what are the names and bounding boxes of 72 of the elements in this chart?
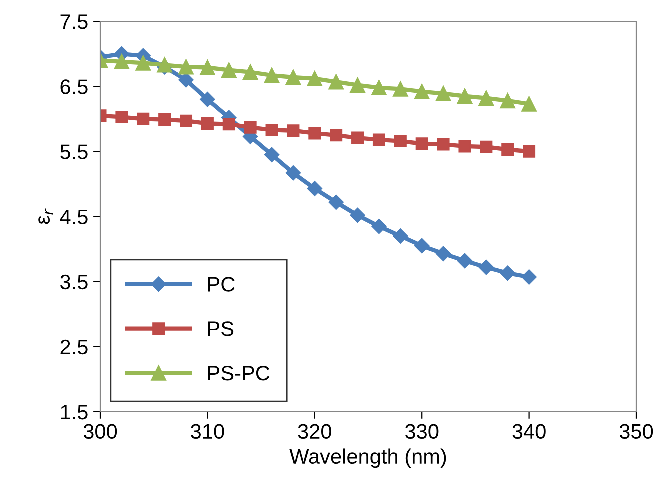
y-axis-title: ε$_{r}$ <box>38 208 54 224</box>
point <box>178 59 194 75</box>
point <box>437 138 450 151</box>
y-tick-label: 6.5 <box>60 80 88 94</box>
y-tick-label: 2.5 <box>60 340 88 355</box>
x-tick-label: 300 <box>84 424 118 440</box>
point <box>522 96 537 112</box>
point <box>328 74 344 90</box>
point <box>244 121 257 134</box>
point <box>222 62 237 78</box>
point <box>200 60 216 76</box>
point <box>307 181 322 196</box>
legend-label: PC <box>208 277 235 292</box>
point <box>158 114 172 126</box>
point <box>286 70 302 86</box>
point <box>500 266 516 281</box>
point <box>502 143 514 156</box>
point <box>350 208 366 224</box>
x-tick-label: 310 <box>191 424 224 440</box>
point <box>436 246 452 262</box>
y-tick-label: 7.5 <box>60 14 88 30</box>
point <box>330 129 343 142</box>
point <box>523 145 536 158</box>
point <box>458 140 472 153</box>
point <box>350 78 366 93</box>
point <box>352 132 364 144</box>
point <box>200 92 216 108</box>
point <box>372 80 387 96</box>
point <box>222 118 236 131</box>
point <box>436 86 452 102</box>
x-tick-label: 350 <box>620 424 654 440</box>
point <box>136 56 152 71</box>
point <box>457 253 473 269</box>
point <box>372 134 386 146</box>
point <box>264 147 280 163</box>
legend-label: PS <box>208 322 234 336</box>
point <box>178 72 194 88</box>
point <box>414 238 430 254</box>
point <box>307 71 323 86</box>
x-tick-label: 320 <box>298 424 332 440</box>
y-tick-label: 5.5 <box>60 144 88 160</box>
y-tick-label: 3.5 <box>60 274 88 290</box>
point <box>116 110 128 124</box>
y-tick-label: 4.5 <box>60 210 88 224</box>
point <box>242 64 258 80</box>
point <box>393 82 408 97</box>
y-tick-label: 1.5 <box>61 405 88 420</box>
point <box>414 84 430 100</box>
point <box>308 127 322 140</box>
x-tick-label: 340 <box>512 424 546 440</box>
point <box>114 54 130 70</box>
point <box>480 140 493 154</box>
point <box>522 270 537 285</box>
point <box>287 124 300 138</box>
point <box>266 124 278 136</box>
point <box>393 228 408 244</box>
point <box>264 68 280 84</box>
point <box>416 138 428 150</box>
point <box>372 218 387 234</box>
point <box>201 117 214 130</box>
point <box>180 114 193 128</box>
legend-label: PS-PC <box>208 366 270 381</box>
x-axis-title: Wavelength (nm) <box>290 448 446 468</box>
point <box>500 93 516 109</box>
point <box>328 194 344 210</box>
point <box>394 135 407 148</box>
x-tick-label: 330 <box>406 424 439 440</box>
point <box>137 112 150 126</box>
point <box>286 166 302 181</box>
point <box>478 90 494 106</box>
point <box>457 88 473 104</box>
point <box>478 260 494 276</box>
